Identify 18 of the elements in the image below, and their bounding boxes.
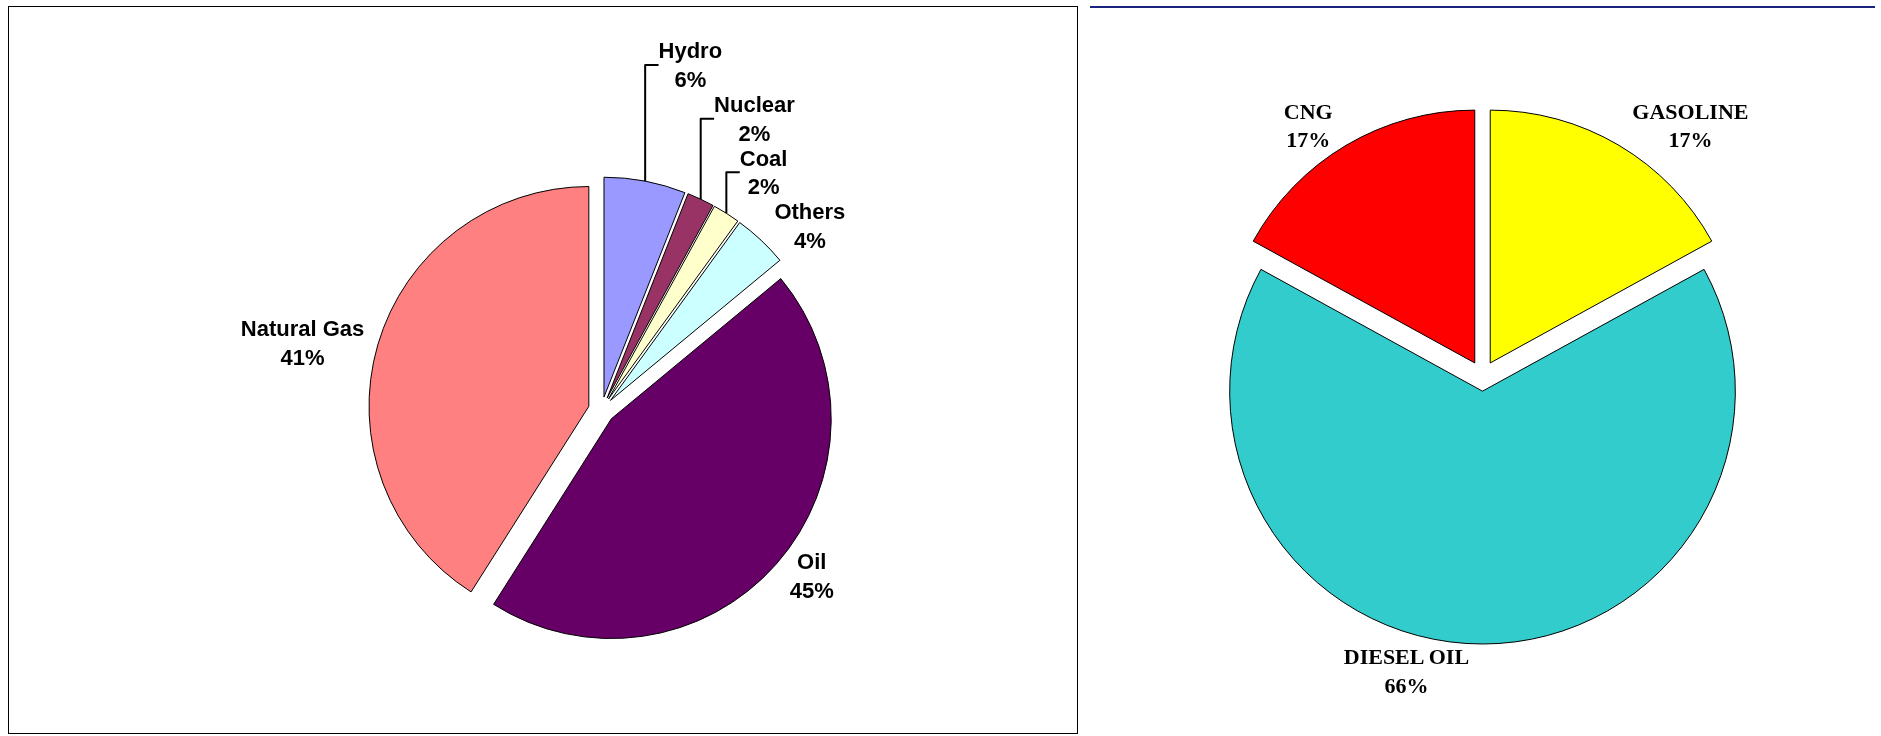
data-label: 2% [747, 174, 780, 200]
data-label: 66% [1384, 672, 1429, 698]
data-label: 6% [674, 66, 707, 92]
slice-label: Natural Gas [240, 316, 365, 342]
slice-label: Hydro [658, 38, 723, 64]
data-label: 4% [793, 227, 826, 253]
slice-label: Coal [739, 145, 788, 171]
slice-label: CNG [1283, 98, 1333, 124]
data-label: 41% [280, 344, 325, 370]
data-label: 17% [1668, 127, 1713, 153]
data-label: 2% [738, 120, 771, 146]
data-label: 17% [1286, 127, 1331, 153]
data-label: 45% [789, 577, 834, 603]
slice-label: Nuclear [714, 91, 796, 117]
slice-label: GASOLINE [1632, 98, 1749, 124]
slice-label: DIESEL OIL [1343, 644, 1470, 669]
slice-label: Oil [797, 549, 827, 575]
slice-label: Others [774, 199, 846, 225]
